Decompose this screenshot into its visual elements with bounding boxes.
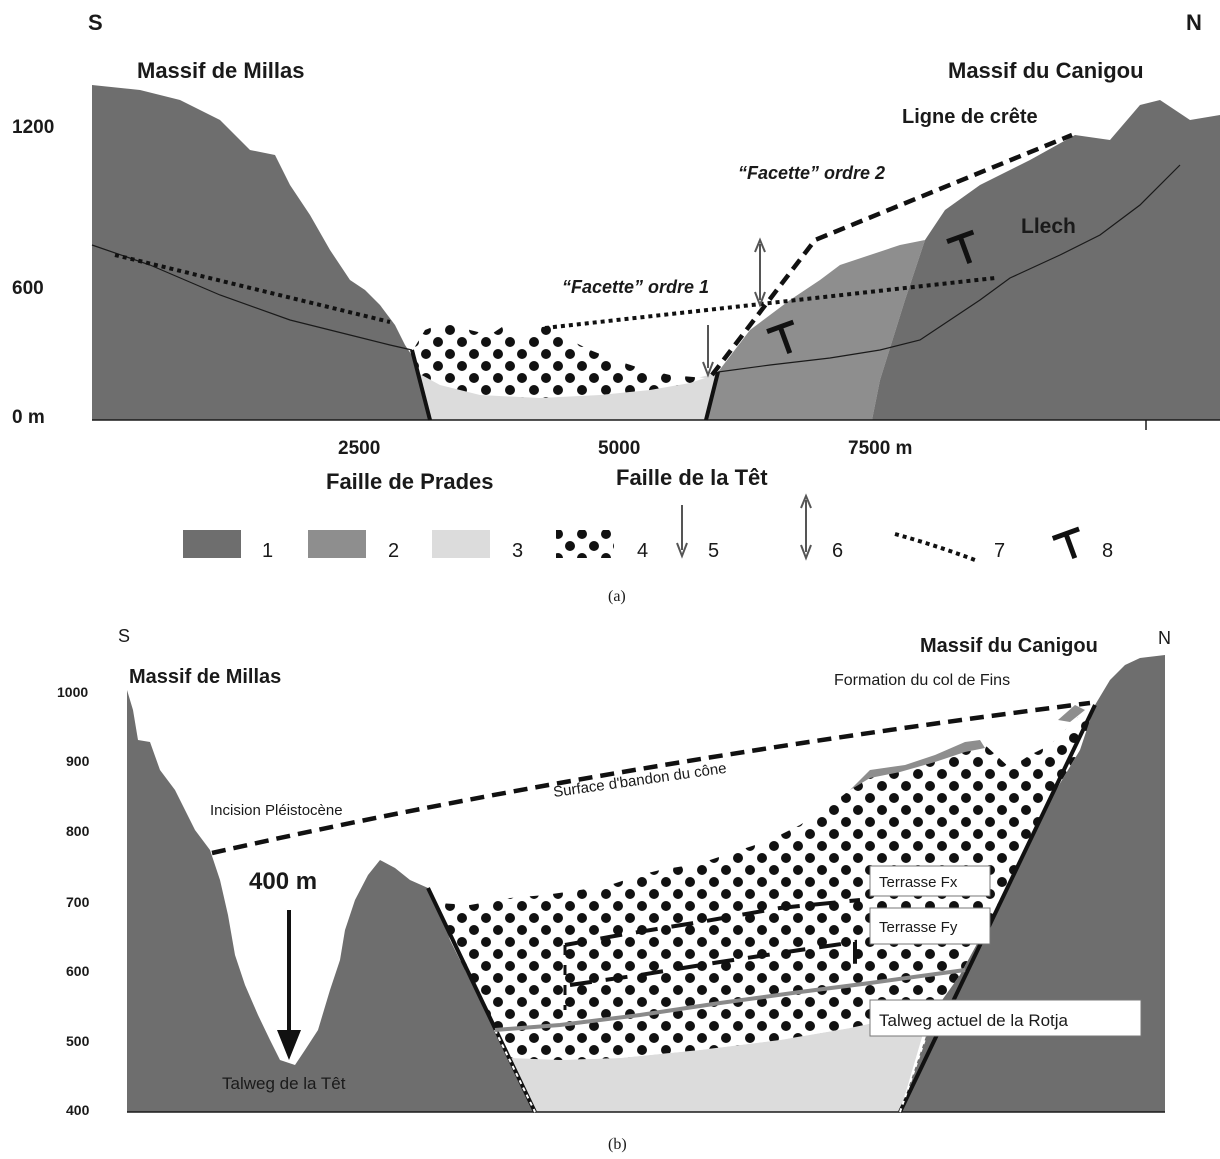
- t-symbol-icon: [766, 319, 795, 355]
- y-tick-700: 700: [66, 894, 90, 910]
- y-tick-500: 500: [66, 1033, 90, 1049]
- x-tick-2500: 2500: [338, 438, 380, 459]
- incision-label: Incision Pléistocène: [210, 802, 343, 819]
- unit-2-medium-unit: [708, 240, 925, 420]
- panel-a: S N Massif de Millas Massif du Canigou 1…: [12, 10, 1220, 605]
- fault-prades-line: [410, 349, 432, 421]
- facette-1-label: “Facette” ordre 1: [562, 277, 709, 297]
- dotted-fill-b: [438, 705, 1100, 1060]
- abandonment-surface-line: [211, 700, 1091, 856]
- legend-label-6: 6: [832, 540, 843, 562]
- llech-label: Llech: [1021, 215, 1076, 238]
- depth-label: 400 m: [249, 868, 317, 895]
- legend-label-4: 4: [637, 540, 648, 562]
- arrow-down-icon: [676, 505, 688, 559]
- abandonment-surface-label: Surface d'bandon du cône: [552, 760, 727, 801]
- fault-prades-label: Faille de Prades: [326, 469, 494, 494]
- legend: 1 2 3 4 5 6 7 8: [183, 493, 1113, 562]
- unit-4-dotted-fill: [413, 322, 705, 398]
- legend-swatch-2: [308, 530, 366, 558]
- legend-label-7: 7: [994, 540, 1005, 562]
- x-tick-5000: 5000: [598, 438, 640, 459]
- double-arrow-icon: [754, 237, 766, 308]
- legend-label-2: 2: [388, 540, 399, 562]
- massif-millas-b: [127, 690, 535, 1112]
- massif-millas-label: Massif de Millas: [137, 58, 305, 83]
- y-tick-600: 600: [66, 963, 90, 979]
- formation-col-fins-label: Formation du col de Fins: [834, 672, 1010, 689]
- ridge-line-label: Ligne de crête: [902, 106, 1038, 128]
- massif-canigou-b: [900, 655, 1165, 1112]
- legend-swatch-1: [183, 530, 241, 558]
- terrasse-fy-label: Terrasse Fy: [879, 919, 958, 936]
- terrasse-fx-label: Terrasse Fx: [879, 874, 958, 891]
- legend-label-5: 5: [708, 540, 719, 562]
- profile-line: [91, 164, 1181, 373]
- legend-swatch-3: [432, 530, 490, 558]
- talweg-tet-label: Talweg de la Têt: [222, 1074, 346, 1093]
- unit-1-massif-millas: [92, 85, 430, 420]
- fault-tet-line: [704, 371, 720, 421]
- formation-col-fins-layer: [850, 740, 985, 790]
- y-tick-1200: 1200: [12, 117, 54, 138]
- panel-b: 1000 900 800 700 600 500 400 S N Massif …: [57, 626, 1171, 1153]
- facette-1-dotted-right: [544, 276, 996, 330]
- caption-b: (b): [608, 1136, 627, 1153]
- double-arrow-icon: [800, 493, 812, 561]
- north-label: N: [1186, 10, 1202, 35]
- terrace-fx-line: [564, 898, 861, 947]
- valley-fill-b: [510, 1010, 930, 1112]
- talweg-rotja-line: [494, 968, 966, 1032]
- y-tick-400: 400: [66, 1102, 90, 1118]
- arrow-down-icon: [277, 910, 301, 1060]
- formation-col-fins-cap: [1058, 705, 1085, 722]
- caption-a: (a): [608, 588, 626, 605]
- x-tick-7500: 7500 m: [848, 438, 912, 459]
- massif-canigou-label: Massif du Canigou: [948, 58, 1144, 83]
- terrasse-fy-box: [869, 907, 991, 945]
- arrow-down-icon: [702, 325, 714, 378]
- south-label-b: S: [118, 626, 130, 646]
- fault-tet-label: Faille de la Têt: [616, 465, 768, 490]
- fault-right-b: [898, 704, 1097, 1113]
- talweg-rotja-box: [869, 999, 1142, 1037]
- massif-canigou-label-b: Massif du Canigou: [920, 635, 1098, 657]
- facette-2-label: “Facette” ordre 2: [738, 163, 885, 183]
- facette-1-dotted-left: [114, 253, 391, 324]
- south-label: S: [88, 10, 103, 35]
- unit-1-massif-canigou: [872, 100, 1220, 420]
- north-label-b: N: [1158, 628, 1171, 648]
- y-tick-900: 900: [66, 753, 90, 769]
- t-symbol-icon: [946, 229, 975, 265]
- terrasse-fx-box: [869, 865, 991, 897]
- y-tick-0: 0 m: [12, 407, 45, 428]
- massif-millas-label-b: Massif de Millas: [129, 666, 281, 688]
- legend-label-3: 3: [512, 540, 523, 562]
- legend-dotted-line: [894, 532, 976, 562]
- legend-label-1: 1: [262, 540, 273, 562]
- talweg-rotja-label: Talweg actuel de la Rotja: [879, 1011, 1069, 1030]
- legend-label-8: 8: [1102, 540, 1113, 562]
- terrace-fy-line: [569, 939, 857, 987]
- y-tick-600: 600: [12, 278, 44, 299]
- y-tick-800: 800: [66, 823, 90, 839]
- t-symbol-icon: [1051, 526, 1080, 560]
- y-tick-1000: 1000: [57, 684, 88, 700]
- legend-swatch-4: [556, 530, 614, 558]
